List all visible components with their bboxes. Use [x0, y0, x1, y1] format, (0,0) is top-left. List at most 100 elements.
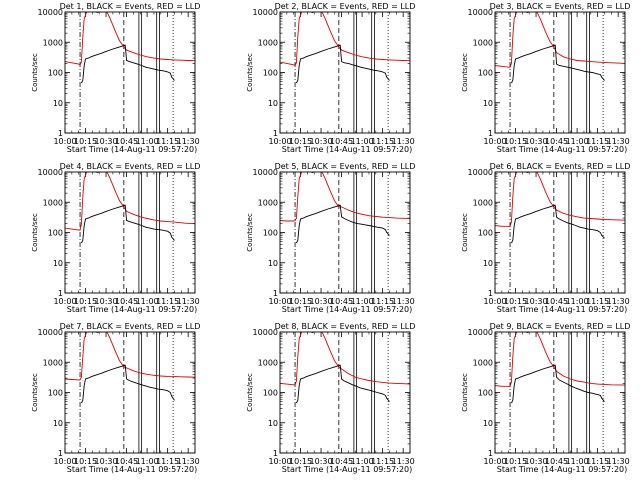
x-tick-label: 10:00: [483, 137, 506, 146]
x-tick-label: 11:00: [566, 457, 589, 466]
y-tick-label: 1000: [258, 198, 278, 207]
x-axis-label: Start Time (14-Aug-11 09:57:20): [67, 465, 198, 474]
panel-title: Det 6, BLACK = Events, RED = LLD: [490, 162, 631, 171]
x-tick-label: 10:45: [545, 297, 568, 306]
x-tick-label: 11:15: [156, 457, 179, 466]
y-tick-label: 1: [273, 289, 278, 298]
lld-series-line: [280, 12, 410, 67]
x-tick-label: 10:30: [525, 297, 548, 306]
x-tick-label: 10:15: [289, 297, 312, 306]
y-tick-label: 1: [488, 129, 493, 138]
y-tick-label: 10: [483, 259, 493, 268]
y-tick-label: 1000: [43, 358, 63, 367]
panel-title: Det 9, BLACK = Events, RED = LLD: [490, 322, 631, 331]
y-tick-label: 10000: [253, 328, 278, 337]
y-tick-label: 10: [483, 99, 493, 108]
y-axis-label: Counts/sec: [246, 373, 254, 412]
y-tick-label: 10000: [38, 168, 63, 177]
y-axis-label: Counts/sec: [246, 213, 254, 252]
y-tick-label: 1: [58, 449, 63, 458]
y-tick-label: 100: [263, 69, 278, 78]
x-tick-label: 10:15: [74, 137, 97, 146]
y-axis-label: Counts/sec: [461, 373, 469, 412]
x-tick-label: 11:15: [586, 457, 609, 466]
x-tick-label: 10:30: [310, 137, 333, 146]
detector-panel-2: Det 2, BLACK = Events, RED = LLD Counts/s…: [246, 2, 415, 154]
x-tick-label: 10:30: [95, 297, 118, 306]
x-axis-label: Start Time (14-Aug-11 09:57:20): [67, 305, 198, 314]
x-tick-label: 10:00: [268, 137, 291, 146]
x-tick-label: 10:15: [74, 457, 97, 466]
y-tick-label: 10: [268, 419, 278, 428]
x-tick-label: 11:30: [607, 297, 630, 306]
lld-series-line: [280, 172, 410, 222]
x-tick-label: 10:45: [115, 457, 138, 466]
y-tick-label: 1: [273, 449, 278, 458]
x-tick-label: 10:45: [330, 137, 353, 146]
x-tick-label: 10:15: [504, 137, 527, 146]
x-tick-label: 10:45: [545, 137, 568, 146]
y-axis-label: Counts/sec: [461, 213, 469, 252]
lld-series-line: [495, 332, 625, 387]
y-tick-label: 10: [53, 99, 63, 108]
x-tick-label: 11:00: [136, 457, 159, 466]
y-tick-label: 1000: [43, 198, 63, 207]
panel-title: Det 1, BLACK = Events, RED = LLD: [60, 2, 201, 11]
x-tick-label: 10:45: [545, 457, 568, 466]
y-tick-label: 1000: [43, 38, 63, 47]
lld-series-line: [65, 12, 195, 66]
panel-title: Det 2, BLACK = Events, RED = LLD: [275, 2, 416, 11]
detector-panel-1: Det 1, BLACK = Events, RED = LLD Counts/s…: [31, 2, 200, 154]
x-tick-label: 11:15: [156, 137, 179, 146]
y-axis-label: Counts/sec: [246, 53, 254, 92]
y-tick-label: 100: [263, 229, 278, 238]
plot-frame: [279, 171, 411, 294]
events-series-line: [296, 204, 390, 244]
x-tick-label: 10:15: [289, 137, 312, 146]
x-tick-label: 11:15: [156, 297, 179, 306]
y-tick-label: 1: [488, 289, 493, 298]
x-tick-label: 11:00: [351, 137, 374, 146]
y-tick-label: 10000: [253, 8, 278, 17]
x-tick-label: 10:45: [330, 297, 353, 306]
lld-series-line: [280, 332, 410, 386]
lld-series-line: [495, 172, 625, 227]
y-tick-label: 10: [53, 419, 63, 428]
panel-title: Det 8, BLACK = Events, RED = LLD: [275, 322, 416, 331]
y-tick-label: 1: [488, 449, 493, 458]
y-tick-label: 100: [478, 389, 493, 398]
y-tick-label: 10: [268, 99, 278, 108]
y-tick-label: 10: [268, 259, 278, 268]
x-tick-label: 11:30: [177, 457, 200, 466]
panel-title: Det 7, BLACK = Events, RED = LLD: [60, 322, 201, 331]
lld-series-line: [65, 172, 195, 231]
x-axis-label: Start Time (14-Aug-11 09:57:20): [282, 465, 413, 474]
y-tick-label: 1: [58, 289, 63, 298]
x-tick-label: 10:45: [115, 137, 138, 146]
y-tick-label: 1000: [473, 198, 493, 207]
plot-frame: [64, 331, 196, 454]
x-tick-label: 10:30: [310, 457, 333, 466]
y-tick-label: 100: [48, 389, 63, 398]
events-series-line: [81, 364, 175, 404]
y-tick-label: 100: [478, 69, 493, 78]
y-tick-label: 1000: [258, 358, 278, 367]
y-tick-label: 1000: [258, 38, 278, 47]
y-tick-label: 100: [48, 69, 63, 78]
events-series-line: [81, 44, 175, 84]
x-tick-label: 10:30: [525, 457, 548, 466]
detector-panel-4: Det 4, BLACK = Events, RED = LLD Counts/s…: [31, 162, 200, 314]
plot-frame: [494, 331, 626, 454]
plot-frame: [64, 11, 196, 134]
y-tick-label: 1000: [473, 358, 493, 367]
y-tick-label: 100: [48, 229, 63, 238]
y-axis-label: Counts/sec: [461, 53, 469, 92]
x-axis-label: Start Time (14-Aug-11 09:57:20): [67, 145, 198, 154]
lld-series-line: [65, 332, 195, 381]
plot-frame: [494, 11, 626, 134]
x-axis-label: Start Time (14-Aug-11 09:57:20): [497, 465, 628, 474]
detector-panel-7: Det 7, BLACK = Events, RED = LLD Counts/s…: [31, 322, 200, 474]
x-tick-label: 10:00: [483, 297, 506, 306]
x-tick-label: 10:45: [115, 297, 138, 306]
x-tick-label: 11:00: [136, 137, 159, 146]
